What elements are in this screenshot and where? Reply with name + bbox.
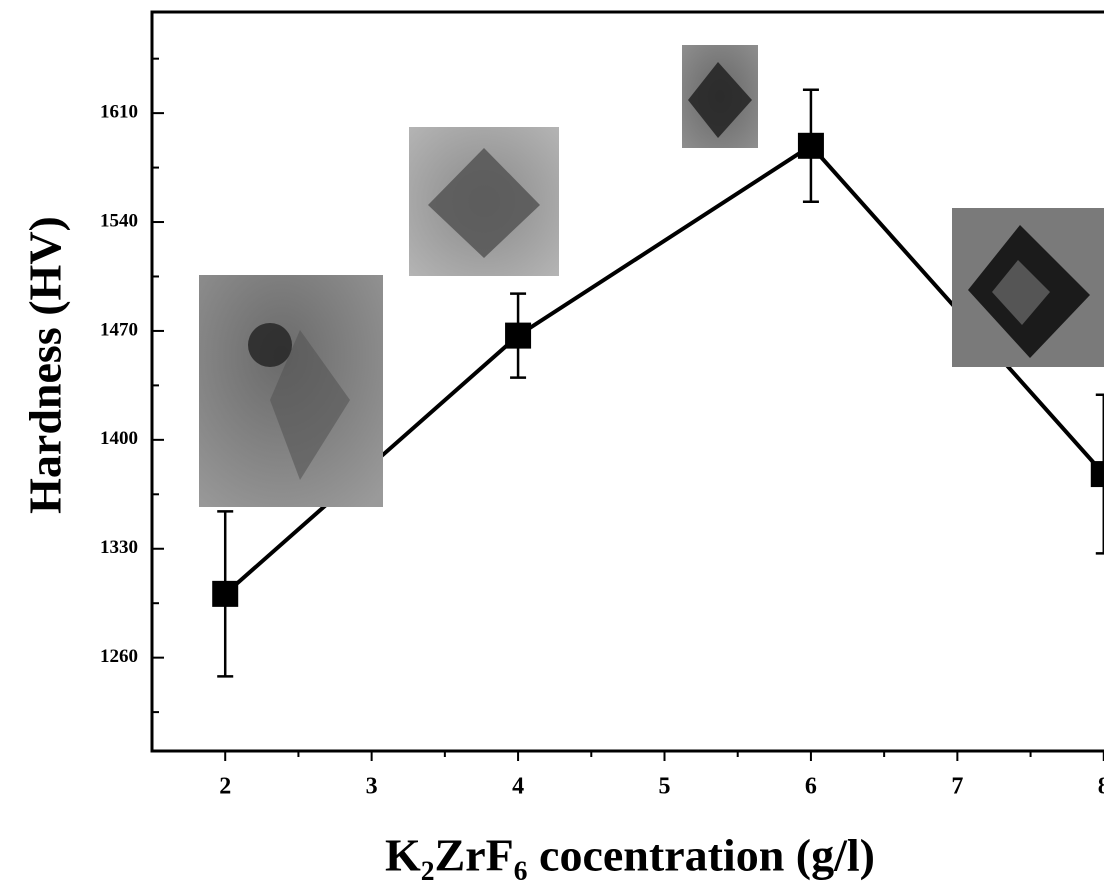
- y-tick-label: 1470: [100, 319, 138, 340]
- inset-spot: [248, 323, 292, 367]
- x-tick-label: 5: [659, 774, 671, 800]
- x-tick-label: 7: [951, 774, 963, 800]
- x-axis-title: K₂ZrF₆ cocentration (g/l): [385, 830, 875, 881]
- inset-indent: [428, 148, 540, 258]
- y-tick-label: 1610: [100, 101, 138, 122]
- insets: [199, 45, 1104, 507]
- y-tick-label: 1540: [100, 210, 138, 231]
- x-tick-label: 3: [366, 774, 378, 800]
- y-tick-label: 1400: [100, 428, 138, 449]
- marker: [212, 580, 239, 607]
- x-tick-label: 6: [805, 774, 817, 800]
- x-tick-label: 4: [512, 774, 524, 800]
- y-tick-label: 1260: [100, 646, 138, 667]
- marker: [797, 132, 824, 159]
- inset-indent: [688, 62, 752, 138]
- inset-indent-center: [992, 260, 1050, 325]
- marker: [1090, 461, 1104, 488]
- inset-indent: [270, 330, 350, 480]
- x-tick-label: 8: [1098, 774, 1104, 800]
- y-tick-label: 1330: [100, 537, 138, 558]
- y-axis-title: Hardness (HV): [20, 216, 71, 514]
- x-tick-label: 2: [219, 774, 231, 800]
- marker: [505, 322, 532, 349]
